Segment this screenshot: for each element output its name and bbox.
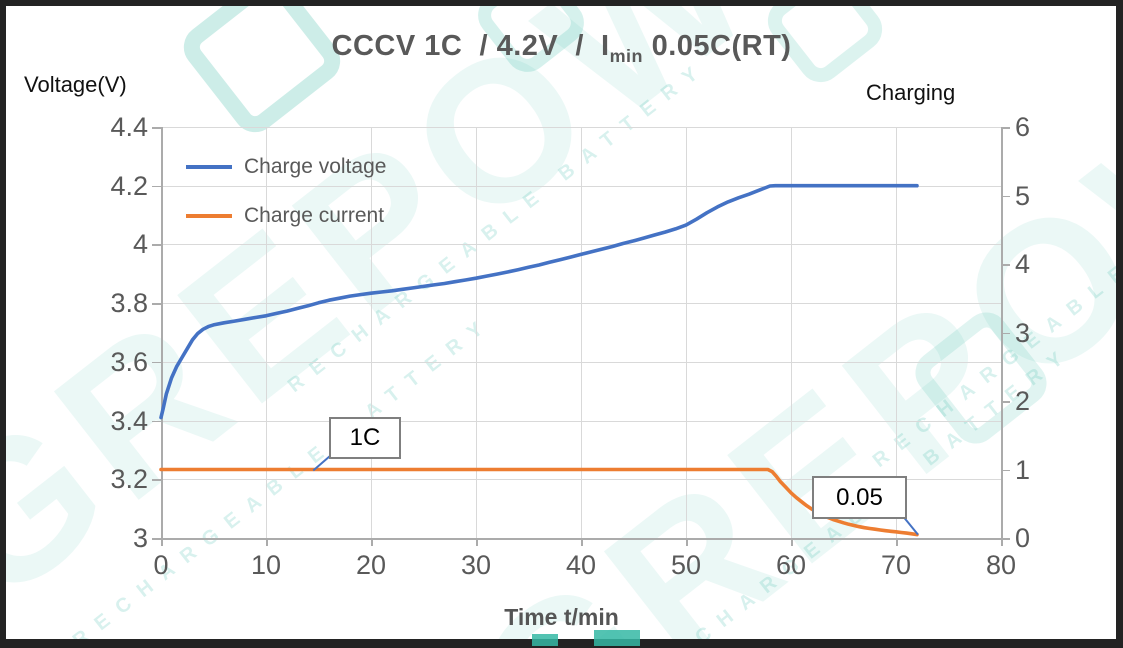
x-axis-tick [371,538,373,546]
y-axis-tick [152,538,161,540]
right-axis-title: Charging [866,80,956,105]
secondary-y-axis-tick [1001,127,1010,129]
secondary-y-axis-tick [1001,264,1010,266]
y-axis-tick-label: 3 [132,523,148,553]
annotation-leader-line [312,455,331,472]
vertical-gridline [791,127,792,538]
y-axis-tick-label: 4 [132,229,148,260]
horizontal-gridline [161,303,1001,305]
x-axis-tick [791,538,793,546]
y-axis-tick-label: 3.8 [110,288,148,319]
chart-title: CCCV 1C / 4.2V / Imin 0.05C(RT) [0,30,1123,67]
x-axis-tick [161,538,163,546]
y-axis-tick-label: 4.2 [110,170,148,201]
annotation-005-box: 0.05 [812,476,907,519]
secondary-y-axis-tick-label: 4 [1015,249,1031,279]
annotation-1c-box: 1C [329,417,401,459]
x-axis-tick-label: 20 [355,550,387,580]
y-axis-tick-label: 3.6 [110,346,148,377]
legend: Charge voltage Charge current [186,150,386,248]
secondary-y-axis-tick-label: 0 [1015,523,1031,553]
secondary-y-axis-tick-label: 2 [1015,386,1031,416]
y-axis-tick-label: 4.4 [110,112,148,142]
charge-voltage-line-swatch [186,165,232,169]
legend-item-charge-voltage: Charge voltage [186,150,386,184]
secondary-y-axis-tick-label: 3 [1015,317,1031,348]
x-axis-tick-label: 30 [460,550,492,580]
secondary-y-axis-tick [1001,401,1010,403]
left-axis-title: Voltage(V) [24,72,127,97]
secondary-y-axis-tick-label: 6 [1015,112,1031,142]
chart-title-text: 0.05C(RT) [643,30,792,62]
legend-item-charge-current: Charge current [186,199,386,233]
y-axis-tick [152,185,161,188]
legend-label: Charge voltage [244,155,387,178]
x-axis-tick-label: 80 [985,550,1017,580]
secondary-y-axis-tick [1001,469,1010,471]
secondary-y-axis-tick [1001,195,1010,197]
secondary-y-axis-tick [1001,332,1010,334]
x-axis-tick-label: 0 [153,550,169,580]
y-axis-tick [152,420,161,423]
watermark-logo-fragment [594,630,640,646]
vertical-gridline [686,127,687,538]
chart-title-subscript: min [609,45,644,66]
annotation-005-label: 0.05 [836,483,883,511]
y-axis-tick [152,127,161,129]
x-axis-tick-label: 50 [670,550,702,580]
vertical-gridline [581,127,582,538]
legend-label: Charge current [244,204,385,227]
y-axis-line [161,127,163,538]
x-axis-tick [581,538,583,546]
y-axis-tick [152,303,161,305]
charge-current-line-swatch [186,214,232,218]
horizontal-gridline [161,420,1001,422]
x-axis-tick [476,538,478,546]
x-axis-tick [1001,538,1003,546]
secondary-y-axis-tick-label: 1 [1015,454,1031,485]
chart-title-text: CCCV 1C / 4.2V / I [331,30,610,62]
annotation-1c-label: 1C [349,424,381,451]
secondary-y-axis-tick [1001,538,1010,540]
horizontal-gridline [161,127,1001,128]
x-axis-tick [266,538,268,546]
x-axis-title: Time t/min [504,604,619,630]
watermark-logo-fragment [174,0,350,142]
y-axis-tick [152,244,161,246]
x-axis-tick-label: 40 [565,550,597,580]
vertical-gridline [476,127,477,538]
y-axis-tick-label: 3.4 [110,405,148,436]
secondary-y-axis-tick-label: 5 [1015,180,1031,211]
horizontal-gridline [161,361,1001,363]
x-axis-tick-label: 60 [775,550,807,580]
y-axis-tick-label: 3.2 [110,464,148,495]
x-axis-tick-label: 10 [250,550,282,580]
y-axis-tick [152,479,161,481]
y-axis-tick [152,361,161,364]
watermark-logo-fragment [532,634,558,646]
x-axis-tick [896,538,898,546]
x-axis-tick [686,538,688,546]
x-axis-tick-label: 70 [880,550,912,580]
